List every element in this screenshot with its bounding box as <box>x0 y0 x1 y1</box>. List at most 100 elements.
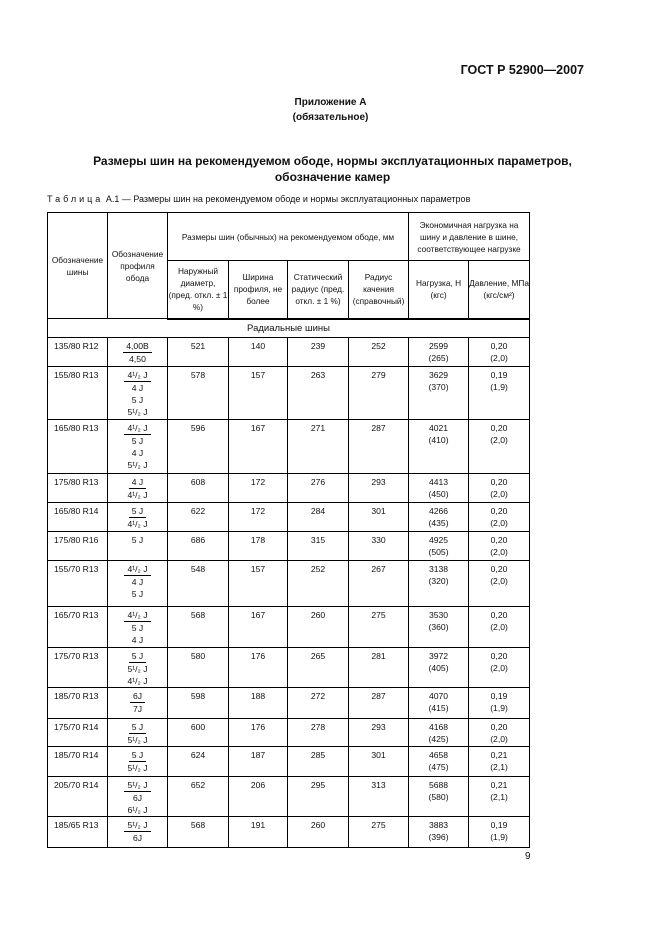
cell-pressure: 0,20 (2,0) <box>468 717 531 747</box>
cell-value: (2,0) <box>490 621 508 632</box>
cell-value: 165/80 R14 <box>54 505 99 516</box>
header-rolling-radius: Радиус качения (справочный) <box>347 260 410 320</box>
cell-value: (435) <box>428 517 449 528</box>
rim-profile: 5¹/₂ J <box>127 762 148 773</box>
cell-value: 301 <box>371 505 386 516</box>
cell-load: 4021 (410) <box>408 418 470 474</box>
section-title-line-2: обозначение камер <box>274 170 391 184</box>
group-row-radial: Радиальные шины <box>46 318 531 338</box>
cell-load: 2599 (265) <box>408 336 470 367</box>
header-width: Ширина профиля, не более <box>228 260 288 320</box>
cell-width: 176 <box>228 646 288 688</box>
cell-value: 0,19 <box>490 690 508 701</box>
cell-value: 172 <box>250 505 266 516</box>
cell-value: 284 <box>310 505 326 516</box>
cell-value: (370) <box>428 381 449 392</box>
cell-value: 0,19 <box>490 819 508 830</box>
cell-static-radius: 272 <box>287 686 349 719</box>
cell-value: 652 <box>190 779 206 790</box>
cell-value: 548 <box>190 563 206 574</box>
cell-value: 521 <box>190 340 206 351</box>
rim-profile: 5¹/₂ J <box>127 663 148 674</box>
cell-value: 0,20 <box>490 609 508 620</box>
cell-rim: 5 J 5¹/₂ J <box>107 717 168 747</box>
cell-pressure: 0,19 (1,9) <box>468 815 531 848</box>
cell-value: 0,20 <box>490 563 508 574</box>
cell-value: 175/80 R16 <box>54 534 99 545</box>
cell-rim: 6J 7J <box>107 686 168 719</box>
rim-profile: 4 J <box>131 634 144 645</box>
cell-value: 252 <box>371 340 386 351</box>
rim-profile: 4¹/₂ J <box>127 518 148 529</box>
cell-value: 175/70 R13 <box>54 650 99 661</box>
cell-value: 185/65 R13 <box>54 819 99 830</box>
cell-value: (475) <box>428 761 449 772</box>
rim-profile: 5 J <box>131 588 144 599</box>
rim-profile: 7J <box>132 703 143 714</box>
cell-value: (396) <box>428 831 449 842</box>
cell-value: 271 <box>310 422 326 433</box>
table-caption-prefix: Таблица <box>47 194 104 204</box>
cell-static-radius: 271 <box>287 418 349 474</box>
cell-static-radius: 295 <box>287 775 349 817</box>
cell-value: 4070 <box>428 690 449 701</box>
cell-load: 4658 (475) <box>408 745 470 777</box>
cell-pressure: 0,19 (1,9) <box>468 686 531 719</box>
cell-value: 4658 <box>428 749 449 760</box>
cell-outer-diameter: 600 <box>167 717 229 747</box>
cell-rolling-radius: 281 <box>347 646 410 688</box>
cell-value: 175/80 R13 <box>54 476 99 487</box>
cell-pressure: 0,19 (1,9) <box>468 365 531 420</box>
cell-value: 263 <box>310 369 326 380</box>
table-row: 165/80 R14 5 J 4¹/₂ J 622 172 284 301 4266 (435)… <box>47 501 531 532</box>
cell-value: (320) <box>428 575 449 586</box>
cell-value: (1,9) <box>490 831 508 842</box>
section-title: Размеры шин на рекомендуемом ободе, норм… <box>60 153 605 185</box>
cell-value: 580 <box>190 650 206 661</box>
cell-tire: 175/70 R13 <box>47 646 108 688</box>
cell-outer-diameter: 652 <box>167 775 229 817</box>
rim-profile: 4¹/₂ J <box>124 563 151 576</box>
cell-value: 0,20 <box>490 534 508 545</box>
cell-load: 3883 (396) <box>408 815 470 848</box>
rim-profile: 5 J <box>131 622 144 633</box>
cell-value: (2,0) <box>490 488 508 499</box>
cell-value: 4413 <box>428 476 449 487</box>
cell-outer-diameter: 580 <box>167 646 229 688</box>
cell-value: (2,0) <box>490 517 508 528</box>
rim-profile: 5¹/₂ J <box>124 819 151 832</box>
cell-value: 578 <box>190 369 206 380</box>
cell-value: (2,1) <box>490 761 508 772</box>
cell-value: 0,20 <box>490 422 508 433</box>
cell-value: (2,0) <box>490 434 508 445</box>
cell-value: 275 <box>371 819 386 830</box>
rim-profile: 5 J <box>131 435 144 446</box>
cell-value: 622 <box>190 505 206 516</box>
header-rim: Обозначение профиля обода <box>107 212 168 319</box>
cell-load: 3629 (370) <box>408 365 470 420</box>
appendix-heading: Приложение А (обязательное) <box>0 95 661 125</box>
cell-value: 165/70 R13 <box>54 609 99 620</box>
cell-outer-diameter: 578 <box>167 365 229 420</box>
cell-value: 135/80 R12 <box>54 340 99 351</box>
cell-static-radius: 315 <box>287 530 349 561</box>
rim-profile: 4,50 <box>129 353 146 364</box>
cell-width: 157 <box>228 365 288 420</box>
cell-load: 4266 (435) <box>408 501 470 532</box>
cell-width: 157 <box>228 559 288 607</box>
cell-rolling-radius: 252 <box>347 336 410 367</box>
cell-outer-diameter: 598 <box>167 686 229 719</box>
cell-rolling-radius: 293 <box>347 472 410 503</box>
cell-static-radius: 252 <box>287 559 349 607</box>
cell-tire: 165/80 R14 <box>47 501 108 532</box>
cell-value: 165/80 R13 <box>54 422 99 433</box>
cell-value: 176 <box>250 650 266 661</box>
cell-tire: 175/70 R14 <box>47 717 108 747</box>
cell-tire: 175/80 R13 <box>47 472 108 503</box>
cell-value: (2,0) <box>490 546 508 557</box>
cell-value: 0,21 <box>490 779 508 790</box>
table-row: 175/80 R13 4 J 4¹/₂ J 608 172 276 293 4413 (450)… <box>47 472 531 503</box>
cell-outer-diameter: 622 <box>167 501 229 532</box>
cell-tire: 155/80 R13 <box>47 365 108 420</box>
